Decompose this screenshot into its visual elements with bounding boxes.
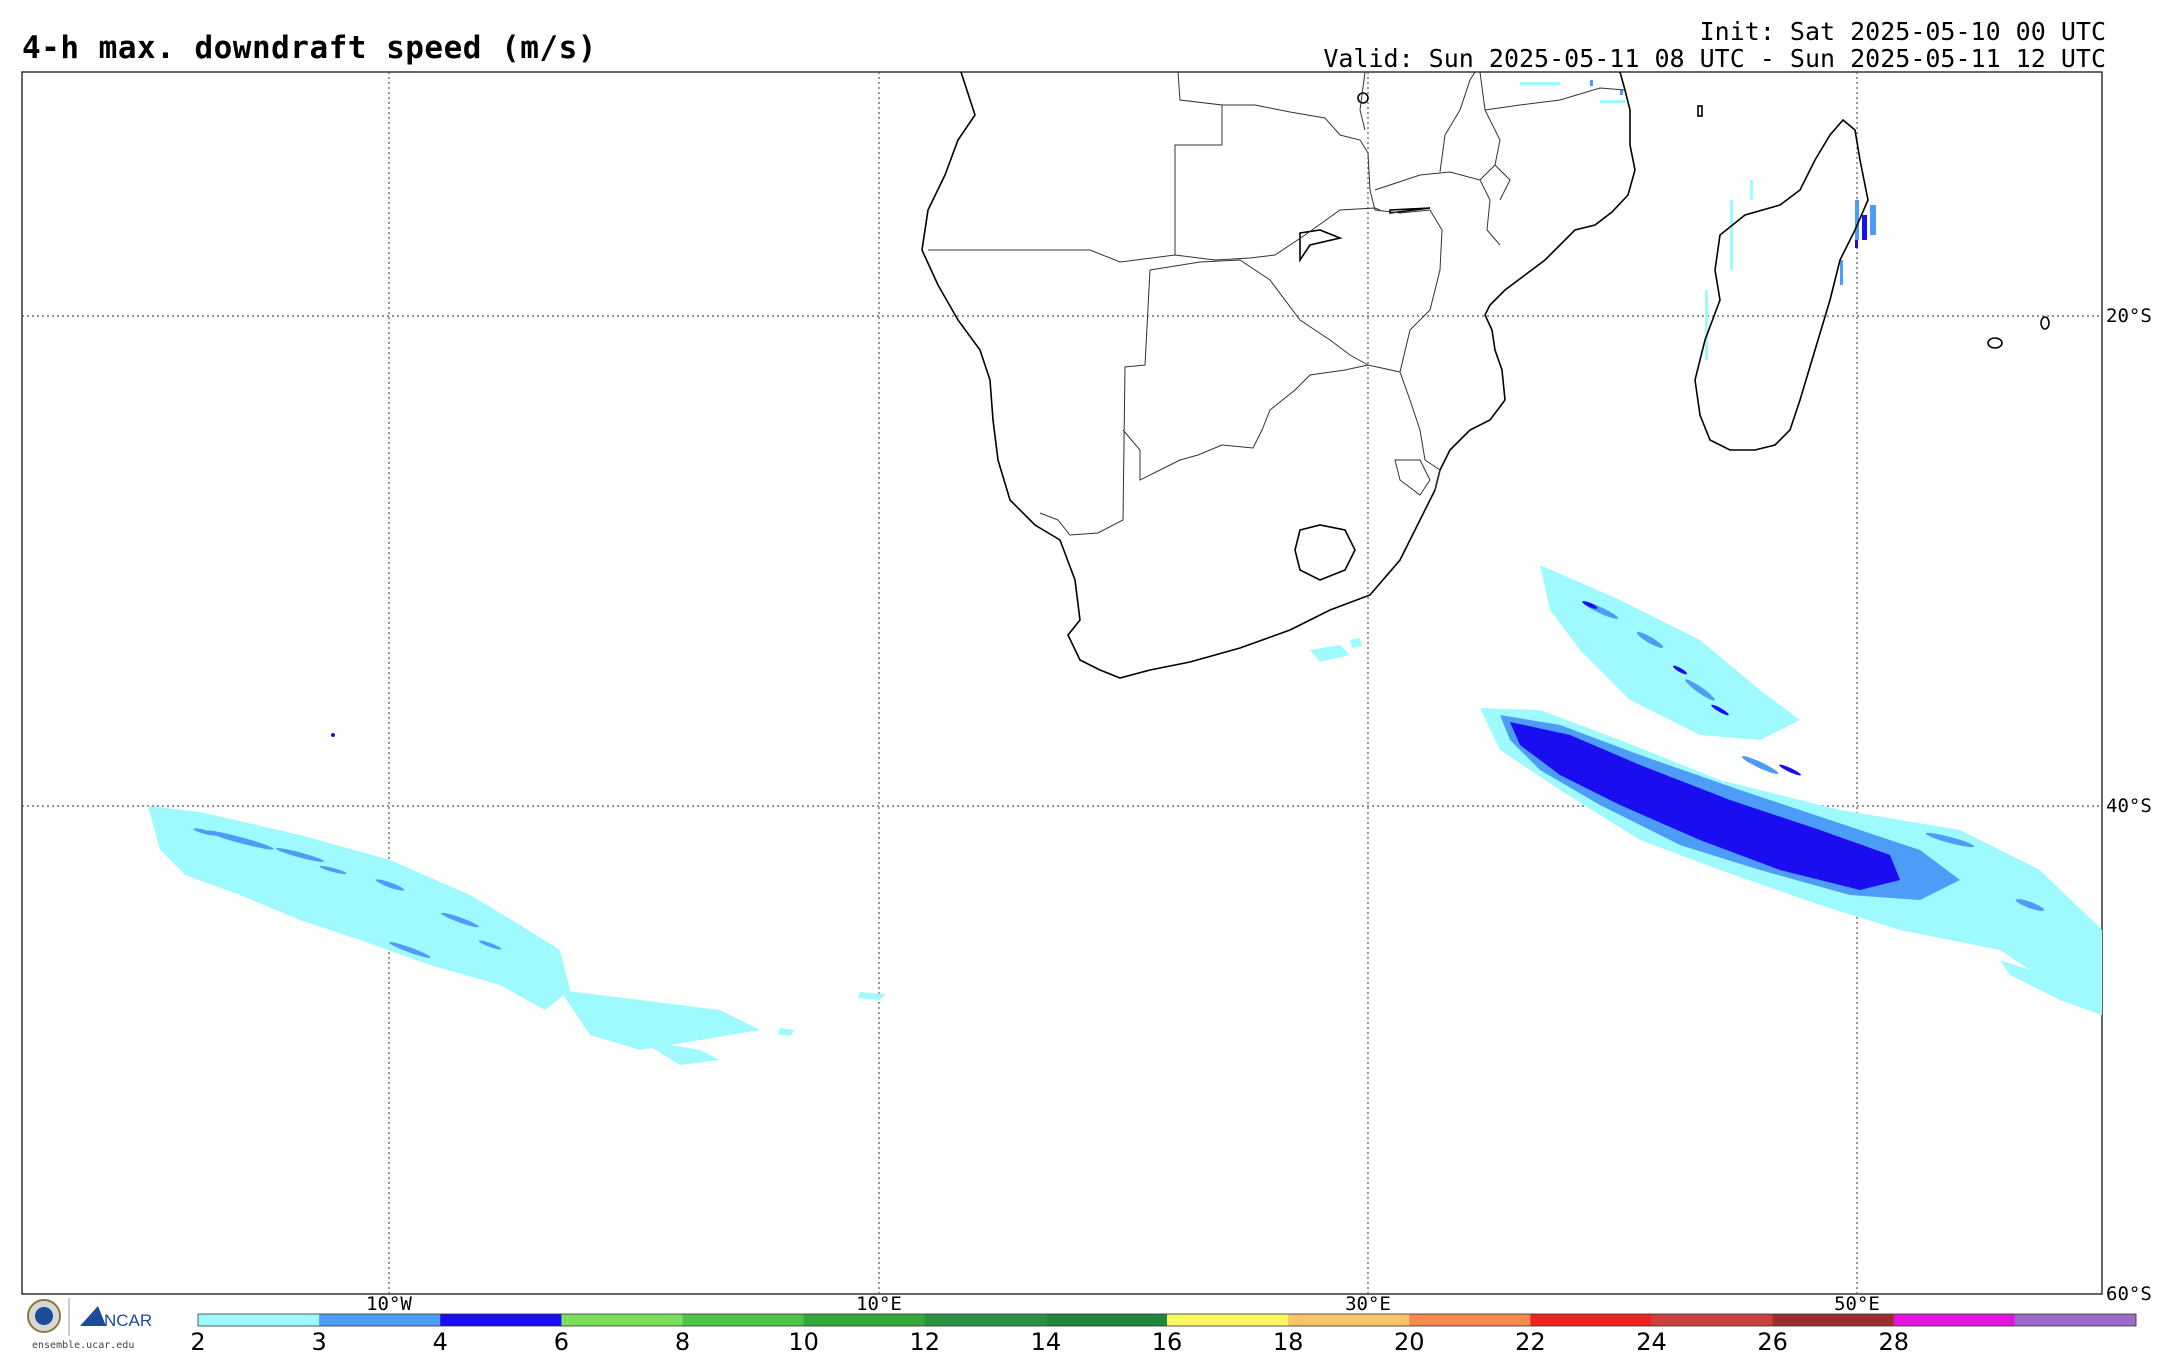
init-time: Init: Sat 2025-05-10 00 UTC <box>1699 17 2106 46</box>
colorbar-segment <box>561 1314 683 1326</box>
colorbar-segment <box>2014 1314 2137 1326</box>
colorbar-segment <box>1893 1314 2016 1326</box>
colorbar-tick-label: 3 <box>311 1328 327 1356</box>
colorbar-tick-label: 4 <box>432 1328 448 1356</box>
ncar-logo-text: NCAR <box>104 1311 152 1330</box>
colorbar-tick-label: 14 <box>1030 1328 1062 1356</box>
valid-time: Valid: Sun 2025-05-11 08 UTC - Sun 2025-… <box>1323 44 2106 73</box>
colorbar-segment <box>803 1314 926 1326</box>
downdraft-field-east <box>1310 80 2102 1015</box>
colorbar-tick-label: 16 <box>1151 1328 1183 1356</box>
logo-url: ensemble.ucar.edu <box>32 1340 135 1351</box>
lon-label-30e: 30°E <box>1345 1293 1391 1315</box>
lat-label-20s: 20°S <box>2106 305 2152 327</box>
colorbar-tick-label: 8 <box>674 1328 691 1356</box>
colorbar-tick-label: 24 <box>1636 1328 1667 1356</box>
colorbar <box>197 1313 2137 1327</box>
lon-label-50e: 50°E <box>1834 1293 1880 1315</box>
ncar-logo: NCAR <box>27 1298 152 1336</box>
colorbar-segment <box>319 1314 441 1326</box>
colorbar-segment <box>924 1314 1047 1326</box>
colorbar-tick-label: 22 <box>1515 1328 1546 1356</box>
lat-label-40s: 40°S <box>2106 795 2152 817</box>
coastlines <box>921 71 2050 679</box>
colorbar-tick-label: 20 <box>1393 1328 1425 1356</box>
colorbar-tick-label: 18 <box>1272 1328 1304 1356</box>
colorbar-segment <box>1651 1314 1774 1326</box>
lon-label-10e: 10°E <box>856 1293 902 1315</box>
country-borders <box>928 71 1626 536</box>
colorbar-segment <box>1167 1314 1289 1326</box>
colorbar-tick-label: 2 <box>190 1328 206 1356</box>
lat-label-60s: 60°S <box>2106 1283 2152 1305</box>
colorbar-segment <box>1772 1314 1895 1326</box>
colorbar-segment <box>198 1314 320 1326</box>
colorbar-segment <box>1288 1314 1410 1326</box>
colorbar-segment <box>682 1314 805 1326</box>
forecast-times: Init: Sat 2025-05-10 00 UTC Valid: Sun 2… <box>1323 18 2106 72</box>
colorbar-tick-label: 12 <box>909 1328 941 1356</box>
colorbar-border <box>197 1313 2137 1327</box>
colorbar-tick-label: 28 <box>1878 1328 1910 1356</box>
downdraft-field-west <box>148 733 885 1065</box>
gridlines <box>22 72 2102 1294</box>
colorbar-segment <box>1409 1314 1531 1326</box>
lon-label-10w: 10°W <box>366 1293 412 1315</box>
colorbar-segment <box>440 1314 562 1326</box>
map-title: 4-h max. downdraft speed (m/s) <box>22 30 597 66</box>
colorbar-tick-label: 26 <box>1757 1328 1788 1356</box>
colorbar-segment <box>1530 1314 1652 1326</box>
colorbar-tick-label: 10 <box>788 1328 819 1356</box>
colorbar-segment <box>1045 1314 1168 1326</box>
colorbar-tick-label: 6 <box>553 1328 570 1356</box>
map-frame <box>21 71 2103 1295</box>
